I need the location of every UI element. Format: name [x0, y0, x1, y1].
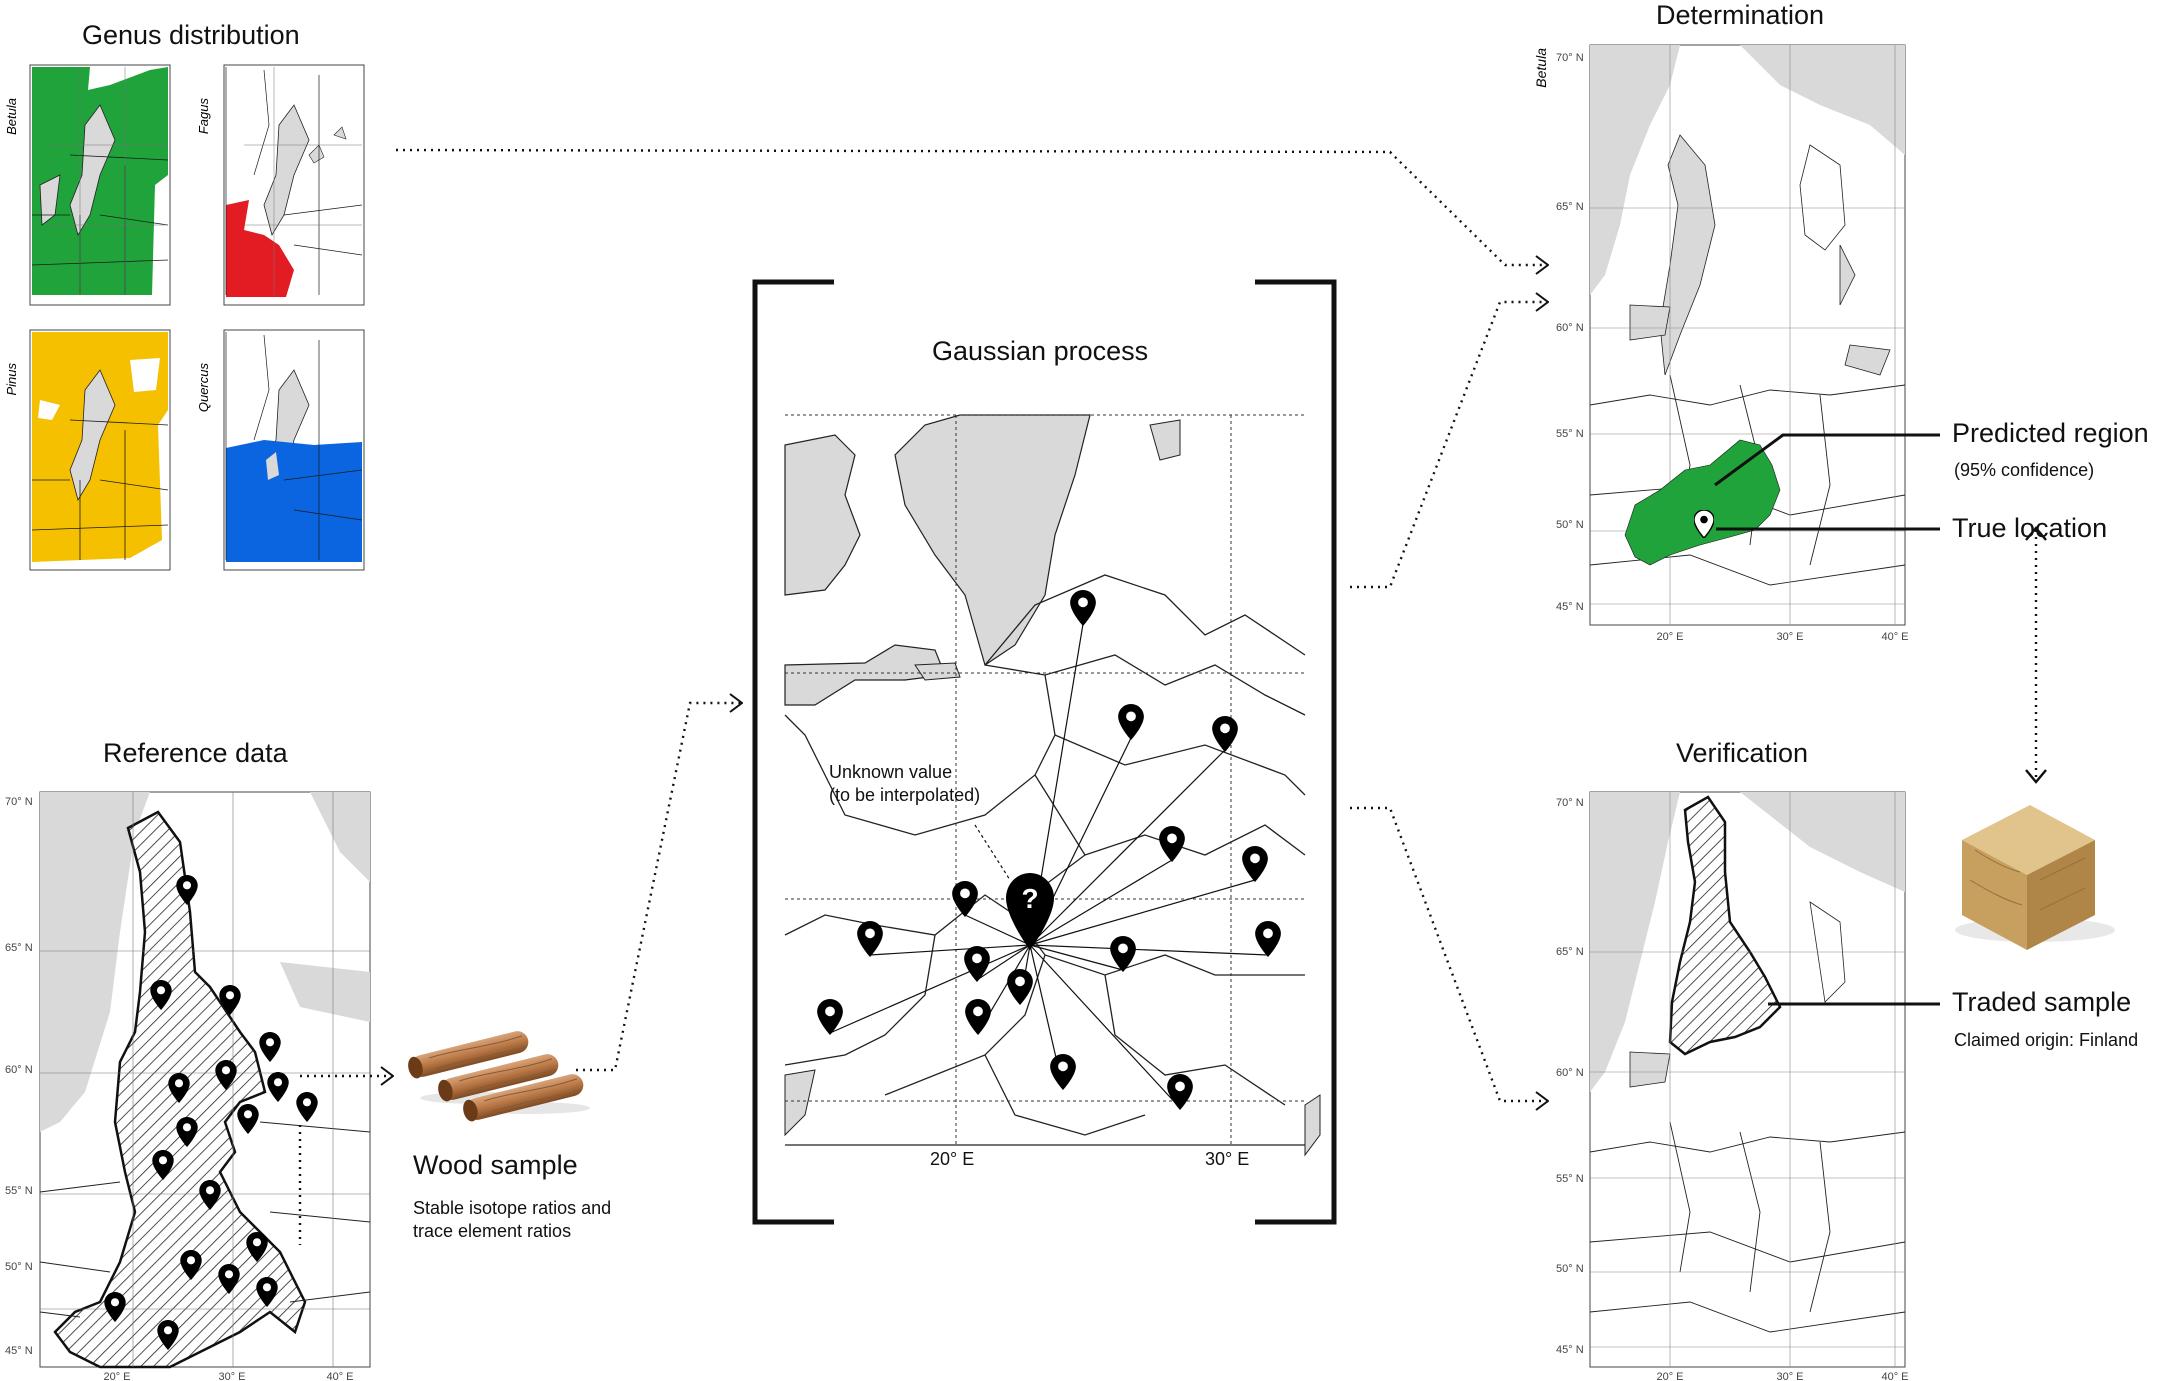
reference-lat-tick-70: 70° N: [5, 796, 33, 808]
traded-sample-label: Traded sample: [1952, 987, 2132, 1017]
gaussian-process-title: Gaussian process: [932, 336, 1149, 366]
location-pin-icon: [952, 881, 978, 917]
unknown-value-sublabel: (to be interpolated): [829, 785, 981, 805]
genus-pinus-map: [29, 329, 171, 571]
reference-lon-tick-20: 20° E: [103, 1371, 130, 1381]
reference-lat-tick-50: 50° N: [5, 1261, 33, 1273]
verification-title: Verification: [1676, 738, 1809, 768]
wood-cube-icon: [1955, 805, 2115, 950]
verification-lat-tick-50: 50° N: [1556, 1263, 1584, 1275]
betula-range-extent: [32, 67, 168, 295]
predicted-region-leader: [1714, 433, 1940, 487]
gaussian-bracket-left: [752, 279, 834, 1225]
genus-distribution-title: Genus distribution: [82, 20, 300, 50]
genus-quercus-label: Quercus: [196, 363, 211, 413]
reference-data-title: Reference data: [103, 738, 288, 768]
gaussian-lon-tick-30: 30° E: [1205, 1149, 1250, 1169]
arrow-icon: [2025, 526, 2047, 784]
wood-sample-description-line1: Stable isotope ratios and: [413, 1198, 612, 1218]
verification-lat-tick-55: 55° N: [1556, 1173, 1584, 1185]
determination-lat-tick-45: 45° N: [1556, 601, 1584, 613]
svg-text:?: ?: [1021, 883, 1038, 914]
verification-lat-tick-45: 45° N: [1556, 1344, 1584, 1356]
gaussian-map: [784, 414, 1321, 1157]
question-pin-icon: ?: [1006, 873, 1054, 950]
determination-lat-tick-60: 60° N: [1556, 322, 1584, 334]
verification-claimed-region: [1668, 795, 1782, 1056]
arrow-icon: [298, 148, 2038, 1245]
verification-lon-tick-20: 20° E: [1656, 1371, 1683, 1381]
reference-map: [39, 791, 371, 1369]
confidence-label: (95% confidence): [1954, 460, 2095, 480]
verification-lat-tick-65: 65° N: [1556, 946, 1584, 958]
location-pin-icon: [964, 946, 990, 982]
determination-lat-tick-50: 50° N: [1556, 519, 1584, 531]
unknown-value-label: Unknown value: [829, 762, 953, 782]
determination-lon-tick-40: 40° E: [1881, 631, 1908, 643]
genus-fagus-map: [223, 64, 365, 306]
location-pin-icon: [1242, 846, 1268, 882]
interpolation-lines: [829, 623, 1269, 1109]
verification-map: [1589, 791, 1906, 1368]
location-pin-icon: [1050, 1054, 1076, 1090]
determination-lat-tick-55: 55° N: [1556, 428, 1584, 440]
claimed-origin-label: Claimed origin: Finland: [1954, 1030, 2139, 1050]
location-pin-icon: [1255, 921, 1281, 957]
determination-genus-label: Betula: [1533, 48, 1549, 88]
determination-lat-tick-65: 65° N: [1556, 201, 1584, 213]
predicted-region-label: Predicted region: [1952, 418, 2149, 448]
determination-title: Determination: [1656, 0, 1825, 30]
predicted-region-area: [1624, 439, 1781, 566]
reference-lat-tick-65: 65° N: [5, 942, 33, 954]
location-pin-icon: [1118, 704, 1144, 740]
reference-lat-tick-45: 45° N: [5, 1345, 33, 1357]
wood-core-icon: [408, 1031, 590, 1122]
location-pin-icon: [1070, 590, 1096, 626]
reference-lat-tick-60: 60° N: [5, 1064, 33, 1076]
verification-lon-tick-40: 40° E: [1881, 1371, 1908, 1381]
location-pin-icon: [857, 921, 883, 957]
gaussian-bracket-right: [1255, 279, 1337, 1225]
fagus-range-area: [226, 200, 294, 297]
location-pin-icon: [1007, 969, 1033, 1005]
verification-lat-tick-60: 60° N: [1556, 1067, 1584, 1079]
genus-pinus-label: Pinus: [4, 363, 19, 396]
determination-lon-tick-20: 20° E: [1656, 631, 1683, 643]
determination-lat-tick-70: 70° N: [1556, 52, 1584, 64]
verification-lon-tick-30: 30° E: [1776, 1371, 1803, 1381]
reference-lon-tick-40: 40° E: [326, 1371, 353, 1381]
verification-lat-tick-70: 70° N: [1556, 797, 1584, 809]
genus-fagus-label: Fagus: [196, 98, 211, 135]
true-location-label: True location: [1952, 513, 2108, 543]
genus-betula-map: [29, 64, 171, 306]
reference-lat-tick-55: 55° N: [5, 1185, 33, 1197]
determination-map: [1589, 44, 1906, 626]
location-pin-icon: [965, 999, 991, 1035]
determination-lon-tick-30: 30° E: [1776, 631, 1803, 643]
unknown-value-leader: [974, 824, 1011, 881]
wood-sample-description-line2: trace element ratios: [413, 1221, 572, 1241]
reference-lon-tick-30: 30° E: [218, 1371, 245, 1381]
wood-sample-title: Wood sample: [413, 1150, 578, 1180]
location-pin-icon: [1212, 716, 1238, 752]
gaussian-lon-tick-20: 20° E: [930, 1149, 975, 1169]
genus-quercus-map: [223, 329, 365, 571]
genus-betula-label: Betula: [4, 98, 19, 135]
location-pin-icon: [1167, 1074, 1193, 1110]
quercus-range-area: [226, 440, 362, 562]
location-pin-icon: [1159, 826, 1185, 862]
